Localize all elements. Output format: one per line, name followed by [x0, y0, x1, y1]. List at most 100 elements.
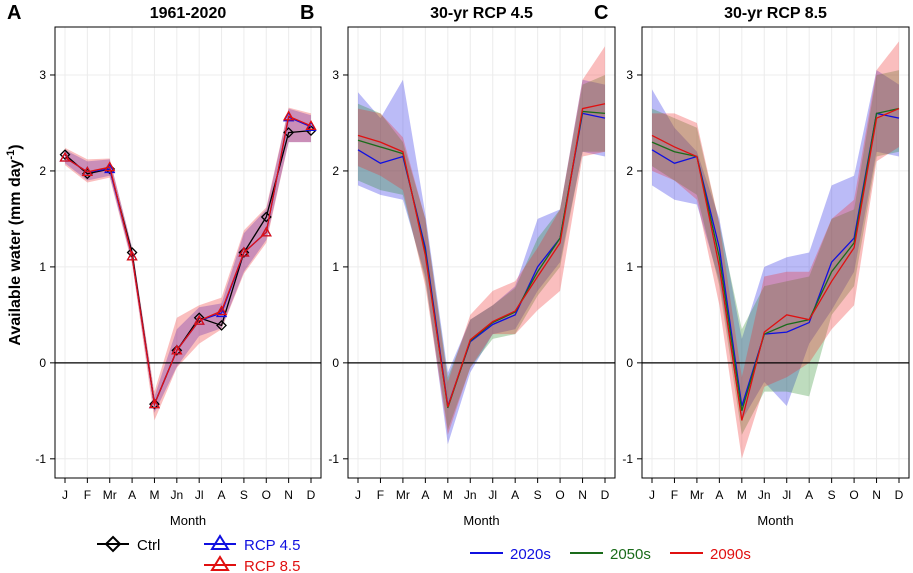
y-axis-title-main: Available water (mm day: [7, 159, 24, 345]
x-tick-label: M: [737, 488, 747, 502]
series-line-rcp-8.5: [64, 115, 312, 407]
band-2050s: [358, 74, 605, 431]
y-tick-label: 1: [626, 260, 633, 274]
x-tick-label: J: [649, 488, 655, 502]
band-2090s: [652, 41, 899, 459]
data-point-diamond: [238, 247, 250, 258]
band-2020s: [652, 70, 899, 421]
plot-frame: [54, 26, 322, 479]
x-tick-label: O: [849, 488, 858, 502]
y-tick-label: 3: [39, 68, 46, 82]
band-2050s: [652, 70, 899, 435]
x-tick-label: D: [895, 488, 904, 502]
y-tick-label: 0: [332, 356, 339, 370]
panel-letter: A: [7, 2, 21, 24]
x-tick-label: Jn: [170, 488, 183, 502]
x-tick-label: J: [62, 488, 68, 502]
x-tick-label: A: [715, 488, 723, 502]
plot-frame: [347, 26, 616, 479]
x-tick-label: A: [218, 488, 226, 502]
band-rcp-4.5: [65, 108, 311, 413]
x-tick-label: J: [355, 488, 361, 502]
x-tick-label: Jl: [195, 488, 204, 502]
y-tick-label: -1: [622, 452, 633, 466]
legend-2020s-label: 2020s: [510, 546, 551, 563]
x-tick-label: N: [284, 488, 293, 502]
x-axis-title: Month: [463, 513, 499, 528]
y-tick-label: -1: [35, 452, 46, 466]
series-line-2050s: [651, 107, 900, 412]
data-point-diamond: [171, 344, 183, 356]
x-tick-label: A: [805, 488, 813, 502]
x-tick-label: F: [377, 488, 384, 502]
band-2090s: [358, 46, 605, 435]
x-tick-label: A: [511, 488, 519, 502]
legend-ctrl-label: Ctrl: [137, 537, 160, 554]
legend-rcp45-label: RCP 4.5: [244, 537, 300, 554]
series-line-2090s: [651, 107, 900, 421]
data-point-triangle: [283, 110, 295, 121]
legend-2090s-label: 2090s: [710, 546, 751, 563]
data-point-triangle: [104, 163, 116, 174]
y-axis-title-superscript: -1: [5, 150, 17, 160]
x-tick-label: S: [828, 488, 836, 502]
data-point-diamond: [193, 312, 205, 324]
x-tick-label: A: [128, 488, 136, 502]
y-tick-label: 3: [332, 68, 339, 82]
x-tick-label: D: [601, 488, 610, 502]
data-point-triangle: [260, 226, 272, 237]
y-tick-label: 2: [626, 164, 633, 178]
x-tick-label: Mr: [690, 488, 704, 502]
y-tick-label: -1: [328, 452, 339, 466]
y-tick-label: 0: [626, 356, 633, 370]
legend-rcp45-triangle-icon: [210, 534, 230, 550]
data-point-triangle: [215, 305, 228, 316]
y-tick-label: 3: [626, 68, 633, 82]
x-tick-label: Jl: [782, 488, 791, 502]
series-line-2090s: [357, 103, 606, 408]
legend-2050s-label: 2050s: [610, 546, 651, 563]
x-tick-label: M: [149, 488, 159, 502]
plot-frame: [641, 26, 910, 479]
x-axis-title: Month: [757, 513, 793, 528]
x-tick-label: N: [578, 488, 587, 502]
series-line-2020s: [651, 112, 900, 407]
data-point-triangle: [81, 166, 93, 177]
legend-scenarios: Ctrl RCP 4.5 RCP 8.5: [97, 534, 300, 573]
data-point-triangle: [104, 161, 116, 172]
data-point-triangle: [126, 250, 138, 261]
x-tick-label: Mr: [396, 488, 410, 502]
band-2020s: [358, 79, 605, 445]
y-tick-label: 1: [332, 260, 339, 274]
x-tick-label: Jn: [464, 488, 477, 502]
y-axis-title-close: ): [7, 144, 24, 149]
data-point-diamond: [216, 320, 227, 331]
x-axis-title: Month: [170, 513, 206, 528]
band-rcp-8.5: [65, 107, 311, 421]
data-point-triangle: [305, 120, 317, 130]
panel-title: 30-yr RCP 8.5: [724, 5, 827, 22]
y-tick-label: 2: [39, 164, 46, 178]
panel-letter: C: [594, 2, 608, 24]
data-point-triangle: [171, 344, 183, 355]
x-tick-label: S: [534, 488, 542, 502]
data-point-diamond: [59, 149, 71, 161]
panel-title: 1961-2020: [150, 5, 227, 22]
data-point-triangle: [193, 314, 205, 325]
x-tick-label: S: [240, 488, 248, 502]
x-tick-label: Jl: [488, 488, 497, 502]
x-tick-label: Mr: [103, 488, 117, 502]
x-tick-label: N: [872, 488, 881, 502]
y-axis-title: Available water (mm day-1): [5, 144, 24, 345]
data-point-diamond: [149, 398, 160, 410]
x-tick-label: O: [555, 488, 564, 502]
legend-decades: 2020s 2050s 2090s: [470, 546, 751, 563]
data-point-triangle: [59, 151, 71, 162]
data-point-triangle: [148, 398, 161, 409]
legend-rcp85-label: RCP 8.5: [244, 558, 300, 573]
x-tick-label: D: [307, 488, 316, 502]
